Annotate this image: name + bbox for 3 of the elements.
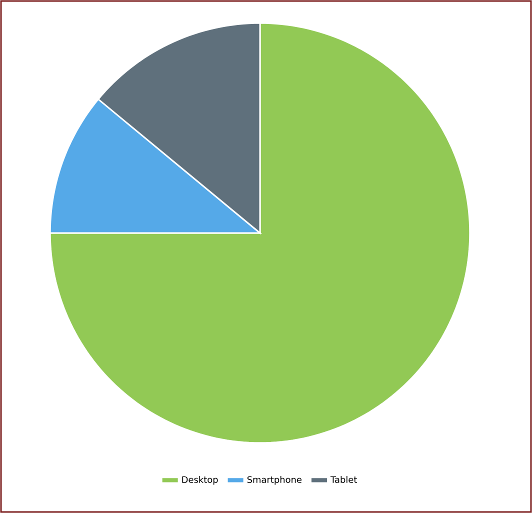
legend-label: Smartphone xyxy=(247,476,302,485)
legend-label: Desktop xyxy=(182,476,218,485)
legend-label: Tablet xyxy=(330,476,357,483)
